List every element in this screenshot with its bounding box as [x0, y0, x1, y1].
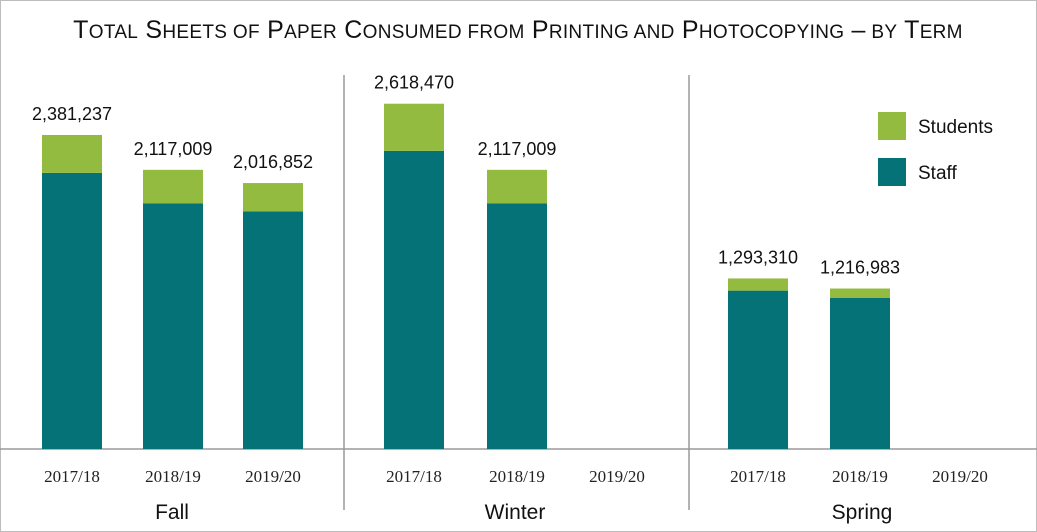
title-word-initial: A — [629, 22, 647, 43]
title-word-rest: Y — [884, 22, 897, 43]
legend-label: Students — [918, 117, 993, 138]
bar-students — [728, 278, 788, 291]
x-tick-label: 2017/18 — [730, 467, 786, 486]
title-word-rest: HOTOCOPYING — [699, 22, 844, 43]
bar-staff — [728, 290, 788, 449]
title-word-initial: B — [866, 22, 885, 43]
bar-students — [487, 169, 547, 204]
title-word-initial: O — [227, 22, 248, 43]
legend-swatch — [878, 112, 906, 140]
data-label: 2,117,009 — [478, 139, 557, 159]
title-word-initial: S — [138, 16, 162, 44]
bar-staff — [384, 150, 444, 449]
data-label: 2,117,009 — [134, 139, 213, 159]
legend-swatch — [878, 158, 906, 186]
title-word-rest: ND — [647, 22, 675, 43]
title-word-rest: F — [248, 22, 260, 43]
title-word-initial: P — [260, 16, 284, 44]
data-label: 1,216,983 — [820, 258, 900, 278]
x-tick-labels: 2017/18 2018/19 2019/20 2017/18 2018/19 2019/… — [44, 467, 988, 486]
title-word-initial: T — [73, 16, 89, 44]
title-word-initial: C — [337, 16, 363, 44]
data-label: 1,293,310 — [718, 247, 798, 267]
bar-staff — [143, 203, 203, 449]
bar-staff — [42, 172, 102, 450]
bar-staff — [830, 298, 890, 449]
title-word-initial: P — [525, 16, 549, 44]
x-tick-label: 2019/20 — [589, 467, 645, 486]
title-word-rest: ONSUMED — [363, 22, 462, 43]
title-word-rest: ROM — [479, 22, 524, 43]
title-word-initial: T — [897, 16, 919, 44]
group-label: Spring — [832, 501, 893, 524]
title-word-rest: ERM — [920, 22, 963, 43]
x-tick-label: 2017/18 — [386, 467, 442, 486]
group-separators — [343, 75, 690, 510]
title-word-initial: F — [462, 22, 480, 43]
x-tick-label: 2017/18 — [44, 467, 100, 486]
bar-students — [143, 169, 203, 204]
bar-students — [42, 134, 102, 173]
title-word-rest: OTAL — [89, 22, 138, 43]
data-label: 2,618,470 — [374, 73, 454, 93]
title-word-rest: RINTING — [549, 22, 629, 43]
title-word-rest: HEETS — [162, 22, 227, 43]
data-label: 2,016,852 — [233, 152, 313, 172]
title-word-initial: – — [844, 16, 865, 44]
x-tick-label: 2019/20 — [932, 467, 988, 486]
title-word-rest: APER — [284, 22, 337, 43]
x-tick-label: 2018/19 — [489, 467, 545, 486]
data-label: 2,381,237 — [32, 104, 112, 124]
bar-students — [243, 183, 303, 212]
bar-students — [830, 288, 890, 299]
bar-students — [384, 103, 444, 151]
title-word-initial: P — [675, 16, 699, 44]
x-tick-label: 2018/19 — [832, 467, 888, 486]
group-labels: Fall Winter Spring — [155, 501, 892, 524]
legend-label: Staff — [918, 163, 957, 184]
group-label: Winter — [485, 501, 546, 524]
bar-staff — [487, 203, 547, 449]
legend: Students Staff — [878, 112, 993, 186]
bars — [42, 103, 890, 450]
x-tick-label: 2018/19 — [145, 467, 201, 486]
x-tick-label: 2019/20 — [245, 467, 301, 486]
bar-staff — [243, 211, 303, 449]
data-labels: 2,381,237 2,117,009 2,016,852 2,618,470 2,11… — [32, 73, 900, 278]
group-label: Fall — [155, 501, 189, 524]
chart-title: TOTAL SHEETS OF PAPER CONSUMED FROM PRIN… — [73, 16, 963, 44]
